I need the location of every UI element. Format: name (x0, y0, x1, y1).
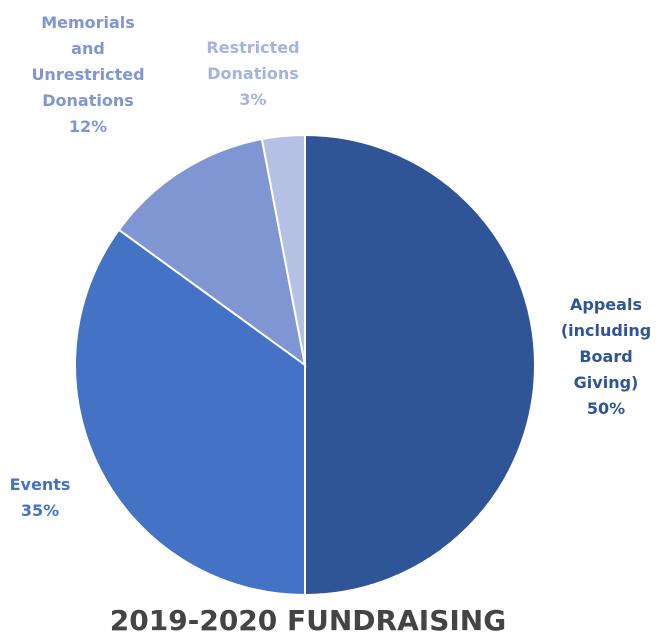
slice-label-line: Giving) (574, 373, 639, 392)
pie-slice-0 (304, 133, 536, 597)
slice-label-3: Restricted Donations 3% (206, 38, 299, 109)
slice-label-line: Appeals (570, 295, 642, 314)
slice-label-line: Donations (42, 91, 134, 110)
slice-label-line: 3% (239, 90, 266, 109)
slice-label-line: 50% (587, 399, 625, 418)
pie-slices (74, 133, 536, 597)
pie-slice-2 (117, 137, 307, 368)
pie-labels: Appeals (including Board Giving) 50% Events 35… (10, 13, 652, 520)
slice-label-0: Appeals (including Board Giving) 50% (561, 295, 651, 418)
slice-label-line: Unrestricted (31, 65, 144, 84)
slice-label-line: and (71, 39, 105, 58)
slice-label-line: Memorials (41, 13, 135, 32)
slice-label-line: Events (10, 475, 71, 494)
slice-label-1: Events 35% (10, 475, 71, 520)
slice-label-line: 35% (21, 501, 59, 520)
pie-slice-3 (260, 133, 306, 366)
pie-slice-1 (74, 228, 306, 597)
slice-label-line: Restricted (206, 38, 299, 57)
chart-title: 2019-2020 FUNDRAISING (110, 604, 506, 637)
slice-label-line: (including (561, 321, 651, 340)
slice-label-2: Memorials and Unrestricted Donations 12% (31, 13, 144, 136)
slice-label-line: Board (579, 347, 632, 366)
slice-label-line: Donations (207, 64, 299, 83)
slice-label-line: 12% (69, 117, 107, 136)
